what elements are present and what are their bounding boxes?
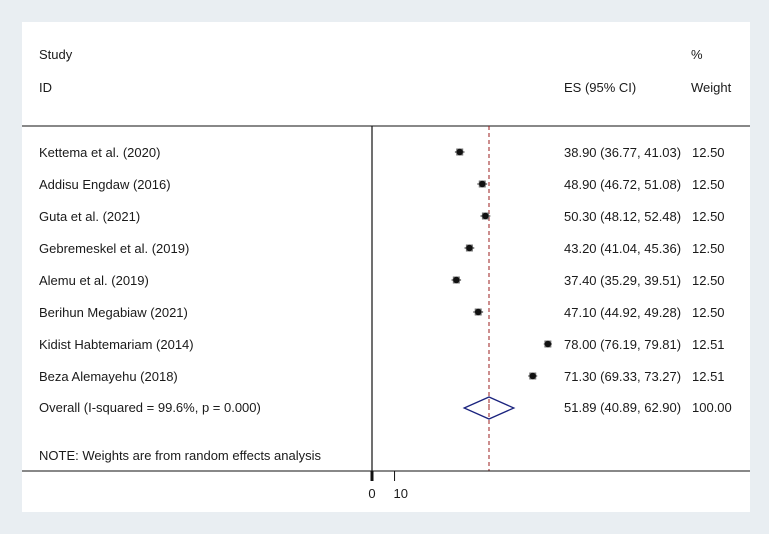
study-row: Beza Alemayehu (2018) 71.30 (69.33, 73.27… [39, 369, 725, 384]
study-ci-text: 78.00 (76.19, 79.81) [564, 337, 681, 352]
study-ci-text: 48.90 (46.72, 51.08) [564, 177, 681, 192]
study-row: Kettema et al. (2020) 38.90 (36.77, 41.03… [39, 145, 725, 160]
study-label: Beza Alemayehu (2018) [39, 369, 178, 384]
study-rows: Kettema et al. (2020) 38.90 (36.77, 41.03… [39, 145, 725, 384]
study-row: Gebremeskel et al. (2019) 43.20 (41.04, 4… [39, 241, 725, 256]
study-weight: 12.51 [692, 337, 725, 352]
study-row: Kidist Habtemariam (2014) 78.00 (76.19, 7… [39, 337, 725, 352]
study-point [466, 244, 473, 252]
study-point [479, 180, 486, 188]
study-label: Addisu Engdaw (2016) [39, 177, 171, 192]
study-ci-text: 38.90 (36.77, 41.03) [564, 145, 681, 160]
overall-ci-text: 51.89 (40.89, 62.90) [564, 400, 681, 415]
study-point [453, 276, 460, 284]
study-ci-text: 43.20 (41.04, 45.36) [564, 241, 681, 256]
study-weight: 12.50 [692, 145, 725, 160]
header-es: ES (95% CI) [564, 80, 636, 95]
study-point [456, 148, 463, 156]
header-weight: Weight [691, 80, 732, 95]
plot-panel: Study ID ES (95% CI) % Weight Kettema et… [22, 22, 750, 512]
study-point [482, 212, 489, 220]
study-ci-text: 71.30 (69.33, 73.27) [564, 369, 681, 384]
header-id: ID [39, 80, 52, 95]
study-point [544, 340, 552, 348]
study-weight: 12.50 [692, 305, 725, 320]
study-row: Alemu et al. (2019) 37.40 (35.29, 39.51) 1… [39, 273, 725, 288]
study-weight: 12.51 [692, 369, 725, 384]
study-ci-text: 47.10 (44.92, 49.28) [564, 305, 681, 320]
header-study: Study [39, 47, 73, 62]
study-row: Berihun Megabiaw (2021) 47.10 (44.92, 49.… [39, 305, 725, 320]
study-ci-text: 50.30 (48.12, 52.48) [564, 209, 681, 224]
overall-weight: 100.00 [692, 400, 732, 415]
study-label: Berihun Megabiaw (2021) [39, 305, 188, 320]
study-weight: 12.50 [692, 177, 725, 192]
study-weight: 12.50 [692, 209, 725, 224]
study-row: Addisu Engdaw (2016) 48.90 (46.72, 51.08)… [39, 177, 725, 192]
study-label: Alemu et al. (2019) [39, 273, 149, 288]
x-axis-ticks: 0 10 [368, 471, 408, 501]
study-weight: 12.50 [692, 273, 725, 288]
forest-plot: Study ID ES (95% CI) % Weight Kettema et… [22, 47, 750, 501]
study-label: Kidist Habtemariam (2014) [39, 337, 194, 352]
study-weight: 12.50 [692, 241, 725, 256]
overall-label: Overall (I-squared = 99.6%, p = 0.000) [39, 400, 261, 415]
study-row: Guta et al. (2021) 50.30 (48.12, 52.48) 12… [39, 209, 725, 224]
study-point [474, 308, 482, 316]
study-ci-text: 37.40 (35.29, 39.51) [564, 273, 681, 288]
study-point [529, 372, 536, 380]
weights-note: NOTE: Weights are from random effects an… [39, 448, 322, 463]
overall-diamond [462, 396, 516, 420]
x-tick-label: 10 [394, 486, 408, 501]
study-label: Gebremeskel et al. (2019) [39, 241, 189, 256]
header-weight-percent: % [691, 47, 703, 62]
study-label: Kettema et al. (2020) [39, 145, 160, 160]
x-tick-label: 0 [368, 486, 375, 501]
study-label: Guta et al. (2021) [39, 209, 140, 224]
